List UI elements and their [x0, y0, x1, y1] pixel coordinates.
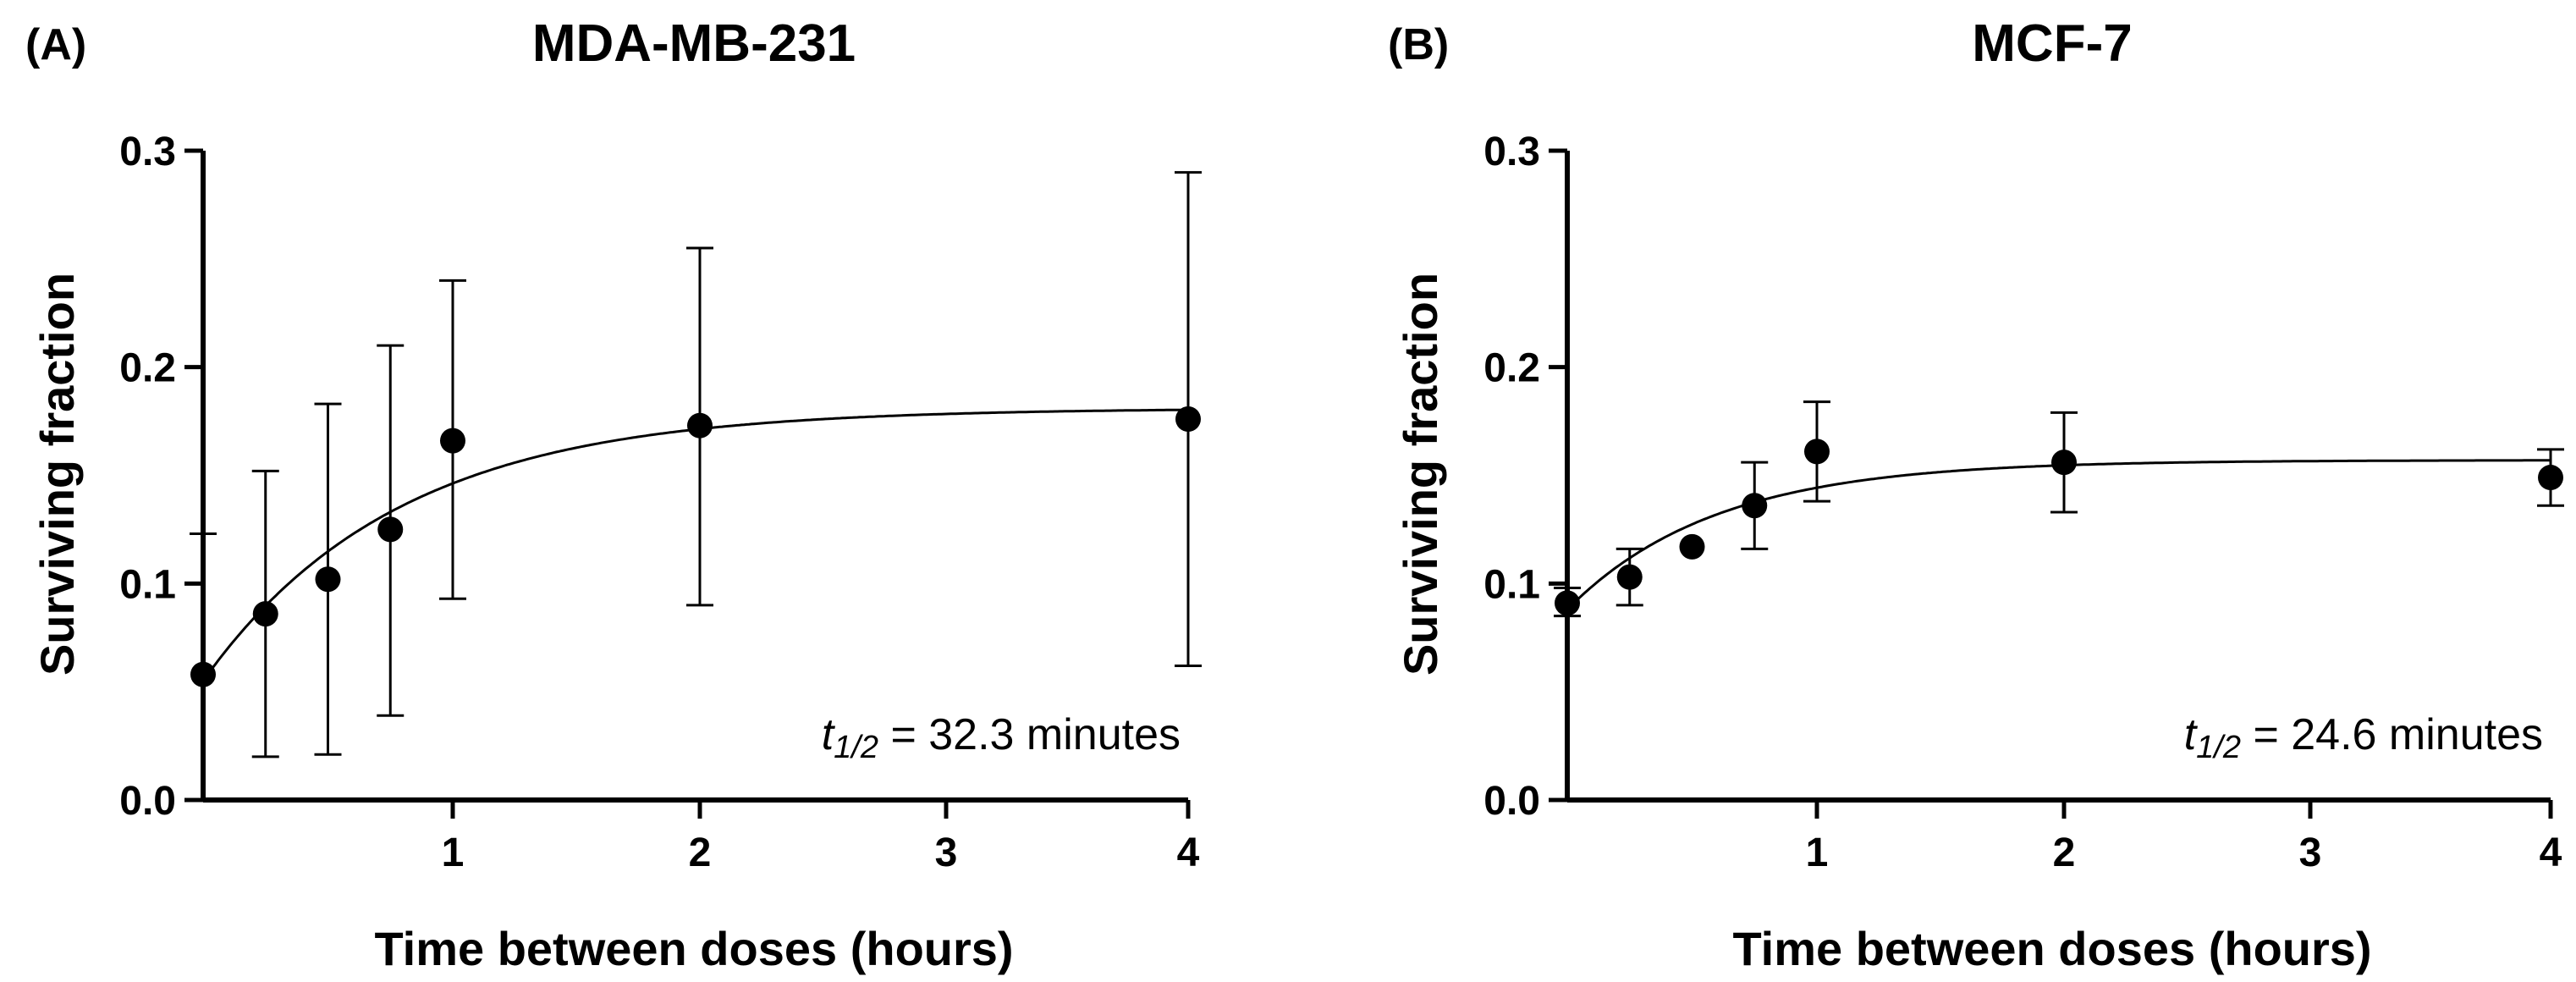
panel-a-letter: (A): [25, 20, 86, 69]
panel-b-data-point: [1616, 564, 1643, 590]
panel-b-data-point: [1679, 533, 1705, 560]
panel-b-data-point: [2051, 450, 2077, 476]
panel-b-data-point: [1555, 590, 1580, 616]
panel-a-data-point: [1175, 406, 1201, 433]
panel-b-error-bars: [1554, 400, 2564, 618]
panel-a-data-point: [190, 661, 216, 687]
panel-b-title: MCF-7: [1972, 14, 2132, 73]
panel-a-x-ticks: 1 2 3 4: [442, 800, 1200, 875]
panel-a-x-tick-label: 1: [442, 830, 465, 875]
panel-a-y-tick-label: 0.3: [119, 130, 176, 174]
panel-a-data-point: [315, 566, 341, 593]
panel-b-x-tick-label: 4: [2540, 830, 2562, 875]
panel-a-y-tick-label: 0.2: [119, 346, 176, 391]
panel-a-x-tick-label: 2: [689, 830, 712, 875]
panel-a-x-tick-label: 4: [1177, 830, 1200, 875]
panel-b-data-point: [1804, 439, 1830, 465]
panel-b-points: [1555, 439, 2563, 616]
panel-b-y-tick-label: 0.3: [1483, 130, 1540, 174]
panel-b-y-tick-label: 0.2: [1483, 346, 1540, 391]
panel-b-letter: (B): [1388, 20, 1449, 69]
panel-b-data-point: [2538, 465, 2563, 491]
panel-a: (A) MDA-MB-231 Time between doses (hours…: [25, 14, 1202, 975]
panel-a-y-ticks: 0.0 0.1 0.2 0.3: [119, 130, 203, 824]
panel-a-fit-curve: [201, 408, 1188, 682]
panel-b-x-tick-label: 2: [2053, 830, 2076, 875]
panel-b-axes: [1565, 151, 2551, 803]
panel-b-x-tick-label: 1: [1806, 830, 1829, 875]
panel-b-y-tick-label: 0.0: [1483, 779, 1540, 824]
panel-b-fit: [1566, 459, 2551, 611]
panel-a-annotation-text: = 32.3 minutes: [878, 710, 1181, 759]
panel-b-annotation-subscript: 1/2: [2196, 730, 2241, 765]
panel-a-points: [190, 406, 1201, 687]
panel-b-x-ticks: 1 2 3 4: [1806, 800, 2562, 875]
panel-b-annotation-text: = 24.6 minutes: [2241, 710, 2543, 759]
panel-a-data-point: [377, 516, 404, 543]
panel-a-data-point: [252, 601, 278, 627]
panel-b-half-life-annotation: t1/2 = 24.6 minutes: [2184, 710, 2543, 765]
panel-a-y-tick-label: 0.0: [119, 779, 176, 824]
panel-a-y-tick-label: 0.1: [119, 562, 176, 607]
panel-b-fit-curve: [1566, 459, 2551, 611]
panel-a-data-point: [687, 412, 713, 439]
panel-b-annotation-symbol: t: [2184, 710, 2199, 759]
panel-a-y-axis-label: Surviving fraction: [30, 273, 84, 676]
panel-a-fit: [201, 408, 1188, 682]
panel-b-x-axis-label: Time between doses (hours): [1732, 922, 2371, 975]
panel-a-title: MDA-MB-231: [532, 14, 856, 73]
panel-b-y-axis-label: Surviving fraction: [1394, 273, 1447, 676]
panel-b-y-ticks: 0.0 0.1 0.2 0.3: [1483, 130, 1567, 824]
panel-a-x-axis-label: Time between doses (hours): [374, 922, 1013, 975]
panel-b: (B) MCF-7 Time between doses (hours) Sur…: [1388, 14, 2564, 975]
panel-a-data-point: [440, 428, 465, 454]
panel-a-x-tick-label: 3: [935, 830, 958, 875]
panel-b-x-tick-label: 3: [2299, 830, 2322, 875]
panel-b-data-point: [1742, 493, 1768, 519]
panel-a-annotation-subscript: 1/2: [834, 730, 878, 765]
panel-a-annotation-symbol: t: [822, 710, 836, 759]
panel-a-error-bars: [190, 171, 1202, 802]
panel-b-y-tick-label: 0.1: [1483, 562, 1540, 607]
panel-a-half-life-annotation: t1/2 = 32.3 minutes: [822, 710, 1181, 765]
